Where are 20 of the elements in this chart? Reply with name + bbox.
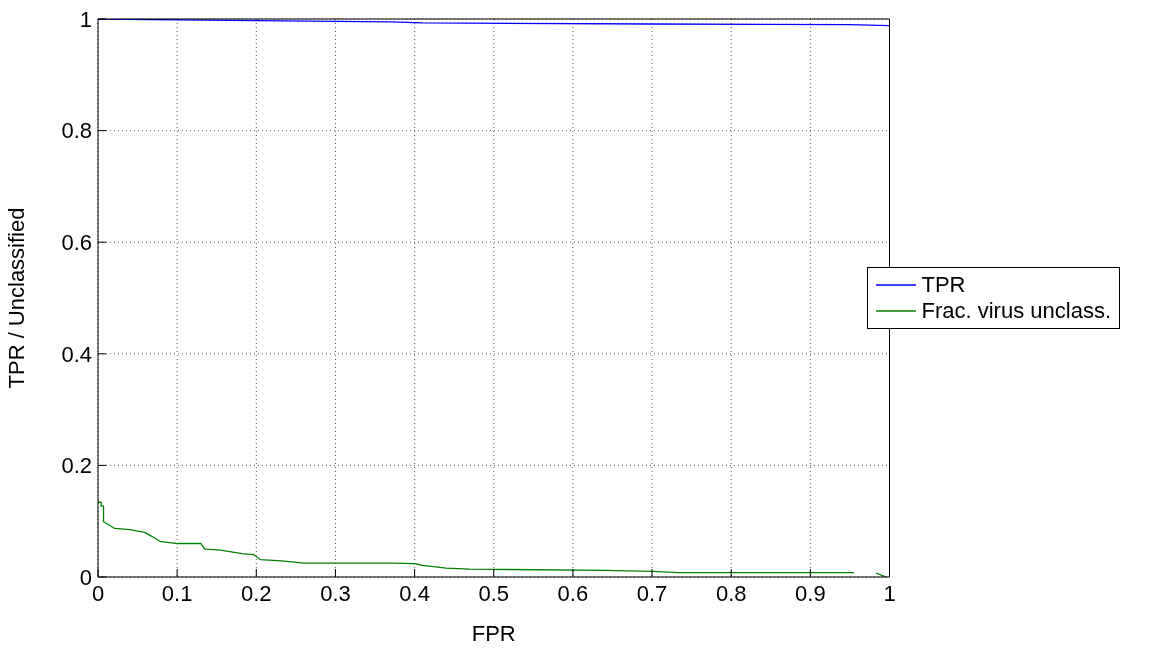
x-tick-label: 0.5: [478, 580, 510, 606]
y-tick-label: 0.8: [61, 118, 92, 144]
x-axis-title: FPR: [471, 621, 516, 646]
x-tick-label: 0.1: [161, 580, 193, 606]
y-tick-label: 0.6: [61, 230, 92, 256]
y-tick-label: 0.2: [61, 453, 92, 479]
y-tick-label: 0.4: [61, 341, 92, 367]
x-tick-label: 0.9: [795, 580, 826, 606]
x-tick-label: 0.3: [320, 580, 351, 606]
x-tick-label: 1: [883, 580, 896, 606]
legend-label: TPR: [921, 272, 966, 298]
x-tick-label: 0.6: [557, 580, 589, 606]
y-tick-label: 0: [79, 564, 92, 590]
y-axis-title: TPR / Unclassified: [3, 207, 29, 389]
x-tick-label: 0.2: [241, 580, 272, 606]
legend-label: Frac. virus unclass.: [921, 298, 1111, 324]
x-tick-label: 0.4: [399, 580, 430, 606]
y-tick-label: 1: [79, 6, 92, 32]
x-tick-label: 0.7: [636, 580, 668, 606]
x-tick-label: 0.8: [715, 580, 747, 606]
